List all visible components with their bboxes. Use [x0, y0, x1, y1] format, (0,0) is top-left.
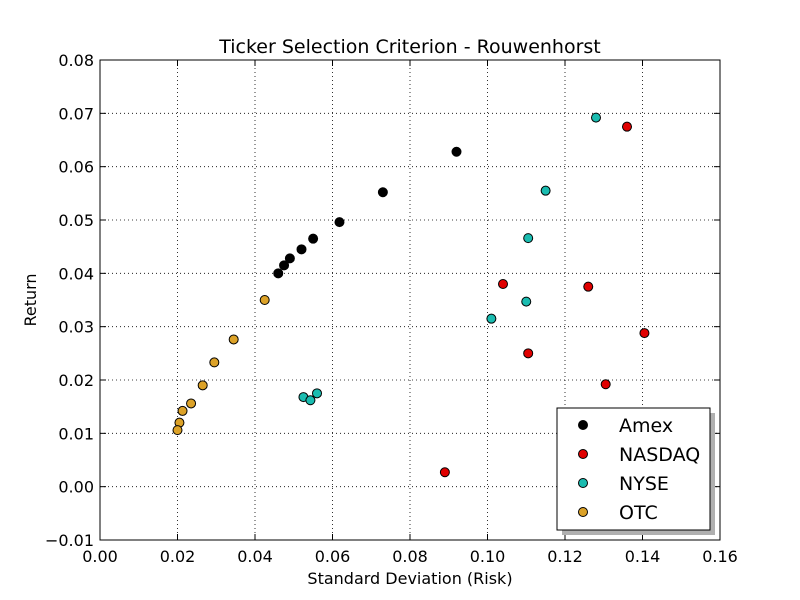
- data-point-nyse: [521, 296, 532, 307]
- data-point-amex: [296, 244, 307, 255]
- data-point-nyse: [523, 233, 534, 244]
- data-point-nasdaq: [583, 281, 594, 292]
- legend-label-amex: Amex: [619, 415, 673, 437]
- x-axis-label: Standard Deviation (Risk): [307, 569, 512, 588]
- data-point-nyse: [591, 112, 601, 123]
- data-point-otc: [197, 380, 208, 391]
- x-tick-label: 0.02: [160, 547, 196, 566]
- data-point-amex: [308, 233, 319, 244]
- chart-title: Ticker Selection Criterion - Rouwenhorst: [218, 36, 601, 58]
- legend: Amex NASDAQ NYSE OTC: [556, 407, 715, 535]
- y-tick-label: 0.03: [58, 318, 94, 337]
- data-point-amex: [273, 268, 284, 279]
- x-tick-label: 0.06: [315, 547, 351, 566]
- data-point-nasdaq: [639, 328, 650, 339]
- data-point-nasdaq: [600, 379, 611, 390]
- data-point-otc: [186, 398, 197, 409]
- legend-marker-nasdaq: [578, 449, 588, 459]
- data-point-amex: [284, 253, 295, 264]
- data-point-amex: [334, 217, 345, 228]
- y-tick-label: 0.02: [58, 371, 94, 390]
- legend-label-nyse: NYSE: [619, 473, 669, 495]
- x-tick-label: 0.08: [392, 547, 428, 566]
- data-point-otc: [209, 357, 220, 368]
- legend-marker-nyse: [578, 478, 588, 488]
- data-point-amex: [279, 260, 290, 271]
- x-tick-label: 0.14: [625, 547, 661, 566]
- x-tick-label: 0.04: [237, 547, 273, 566]
- points-layer: [172, 112, 650, 478]
- data-point-nasdaq: [439, 467, 450, 478]
- data-point-otc: [228, 334, 239, 345]
- y-tick-label: −0.01: [45, 531, 94, 550]
- y-tick-label: 0.01: [58, 424, 94, 443]
- data-point-otc: [259, 295, 270, 305]
- legend-label-otc: OTC: [619, 502, 658, 524]
- x-tick-label: 0.12: [547, 547, 583, 566]
- legend-label-nasdaq: NASDAQ: [619, 444, 700, 466]
- data-point-otc: [177, 405, 188, 416]
- legend-marker-amex: [578, 420, 588, 430]
- data-point-nyse: [305, 395, 316, 406]
- data-point-nasdaq: [523, 348, 534, 359]
- data-point-amex: [451, 146, 462, 157]
- legend-marker-otc: [578, 507, 588, 517]
- y-tick-label: 0.06: [58, 158, 94, 177]
- data-point-nyse: [486, 313, 497, 324]
- data-point-nyse: [312, 388, 322, 399]
- y-axis-label: Return: [21, 273, 40, 326]
- ticks-layer: 0.00 0.02 0.04 0.06 0.08 0.10 0.12 0.14 0.16 −0.0…: [45, 51, 738, 566]
- data-point-nasdaq: [622, 121, 632, 132]
- x-tick-label: 0.00: [82, 547, 118, 566]
- data-point-nyse: [540, 185, 551, 196]
- y-tick-label: 0.00: [58, 478, 94, 497]
- data-point-otc: [172, 425, 183, 436]
- x-tick-label: 0.10: [470, 547, 506, 566]
- y-tick-label: 0.08: [58, 51, 94, 70]
- y-tick-label: 0.07: [58, 104, 94, 123]
- data-point-amex: [377, 187, 388, 198]
- data-point-nasdaq: [498, 279, 508, 289]
- y-tick-label: 0.04: [58, 264, 94, 283]
- y-tick-label: 0.05: [58, 211, 94, 230]
- x-tick-label: 0.16: [702, 547, 738, 566]
